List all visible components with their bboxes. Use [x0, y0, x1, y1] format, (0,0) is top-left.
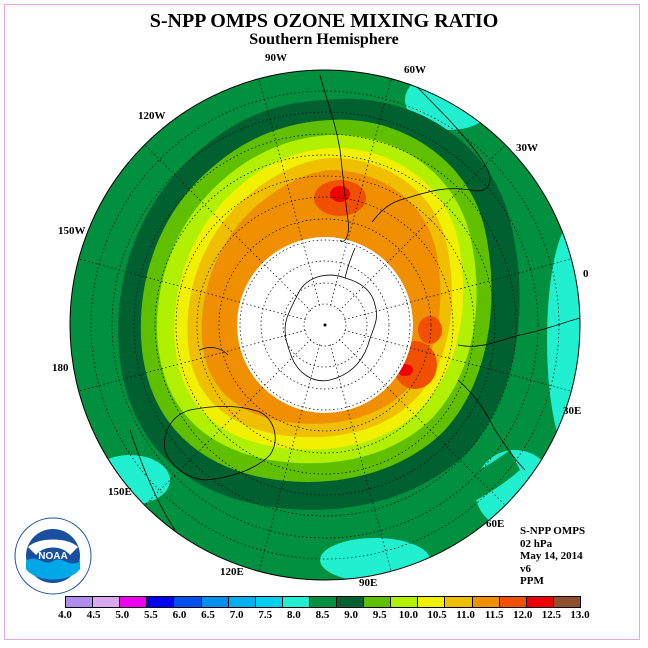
colorbar-swatch	[281, 596, 310, 608]
colorbar-tick-label: 11.5	[484, 609, 504, 621]
ozone-field	[70, 70, 580, 580]
colorbar-swatch	[444, 596, 473, 608]
colorbar-swatch	[65, 596, 94, 608]
colorbar-tick-label: 8.5	[315, 609, 330, 621]
globe-outline	[69, 69, 581, 581]
colorbar-tick-label: 6.5	[201, 609, 215, 621]
africa-coast	[457, 317, 580, 347]
lon-label-90w: 90W	[265, 52, 287, 64]
colorbar-swatch	[146, 596, 175, 608]
colorbar-swatch	[525, 596, 554, 608]
colorbar-swatch	[119, 596, 148, 608]
colorbar-swatch	[173, 596, 202, 608]
colorbar-tick-label: 8.0	[287, 609, 301, 621]
south-pole-marker	[323, 323, 327, 327]
map-subtitle: Southern Hemisphere	[249, 31, 399, 48]
noaa-logo: NOAA	[14, 517, 92, 595]
lon-label-90e: 90E	[359, 577, 378, 589]
colorbar-tick-label: 11.0	[456, 609, 475, 621]
south-america-east-coast	[371, 84, 491, 223]
latitude-lines	[90, 90, 560, 560]
madagascar-region	[457, 379, 526, 471]
longitude-lines	[78, 78, 572, 572]
colorbar-tick-label: 4.5	[86, 609, 101, 621]
indonesia-coast	[129, 429, 176, 531]
colorbar-swatch	[227, 596, 256, 608]
colorbar-tick-label: 10.0	[398, 609, 418, 621]
meridian-line	[338, 338, 506, 506]
colorbar-swatch	[417, 596, 446, 608]
lon-label-180: 180	[52, 362, 69, 374]
colorbar-tick-label: 5.5	[143, 609, 158, 621]
info-units: PPM	[520, 575, 544, 587]
map-title: S-NPP OMPS OZONE MIXING RATIO	[149, 10, 499, 32]
colorbar-tick-label: 7.0	[229, 609, 244, 621]
colorbar-swatch	[336, 596, 365, 608]
lon-label-150e: 150E	[108, 486, 132, 498]
colorbar-tick-label: 4.0	[58, 609, 72, 621]
lon-label-30w: 30W	[516, 142, 538, 154]
australia-coast	[164, 406, 276, 481]
info-date: May 14, 2014	[520, 550, 583, 562]
colorbar-swatch	[200, 596, 229, 608]
info-version: v6	[520, 562, 531, 575]
colorbar-swatch	[92, 596, 121, 608]
colorbar-tick-label: 12.5	[541, 609, 561, 621]
band-12.5-13.0-a	[330, 186, 350, 202]
colorbar-tick-label: 7.5	[258, 609, 273, 621]
lon-label-30e: 30E	[563, 405, 582, 417]
antarctic-peninsula	[344, 247, 356, 279]
lon-label-60e: 60E	[486, 518, 505, 530]
colorbar-swatch	[254, 596, 283, 608]
colorbar-swatch	[390, 596, 419, 608]
colorbar-swatch	[471, 596, 500, 608]
band-12.0-12.5-c	[418, 316, 442, 344]
info-instrument: S-NPP OMPS	[520, 525, 586, 537]
band-8.5-9.0-fringe	[150, 450, 520, 537]
colorbar-swatch	[363, 596, 392, 608]
colorbar-tick-label: 5.0	[115, 609, 130, 621]
colorbar-swatch	[498, 596, 527, 608]
lon-label-60w: 60W	[404, 64, 426, 76]
info-block: S-NPP OMPS 02 hPa May 14, 2014 v6 PPM	[520, 525, 585, 588]
south-america-coast	[319, 74, 349, 242]
colorbar-tick-label: 13.0	[570, 609, 590, 621]
new-zealand-coast	[199, 347, 229, 356]
lon-label-0: 0	[583, 268, 589, 280]
meridian-line	[144, 144, 312, 312]
lon-label-150w: 150W	[58, 225, 86, 237]
colorbar-tick-label: 9.0	[344, 609, 358, 621]
lon-label-120e: 120E	[220, 566, 244, 578]
noaa-logo-text: NOAA	[38, 551, 67, 562]
info-pressure: 02 hPa	[520, 537, 553, 550]
colorbar-tick-label: 9.5	[372, 609, 387, 621]
colorbar-tick-label: 10.5	[427, 609, 447, 621]
cyan-patch-e	[547, 220, 580, 460]
colorbar-tick-label: 6.0	[172, 609, 187, 621]
plot-frame	[4, 4, 640, 640]
lon-label-120w: 120W	[138, 110, 166, 122]
colorbar-swatch	[552, 596, 581, 608]
colorbar-tick-label: 12.0	[513, 609, 533, 621]
colorbar-swatch	[308, 596, 338, 608]
coastlines	[129, 74, 580, 531]
antarctica-coast	[284, 274, 377, 382]
